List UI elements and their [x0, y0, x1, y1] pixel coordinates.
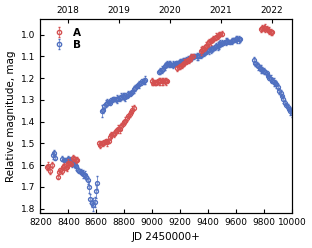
Y-axis label: Relative magnitude, mag: Relative magnitude, mag: [6, 51, 16, 182]
X-axis label: JD 2450000+: JD 2450000+: [132, 232, 201, 243]
Legend: A, B: A, B: [45, 24, 85, 54]
